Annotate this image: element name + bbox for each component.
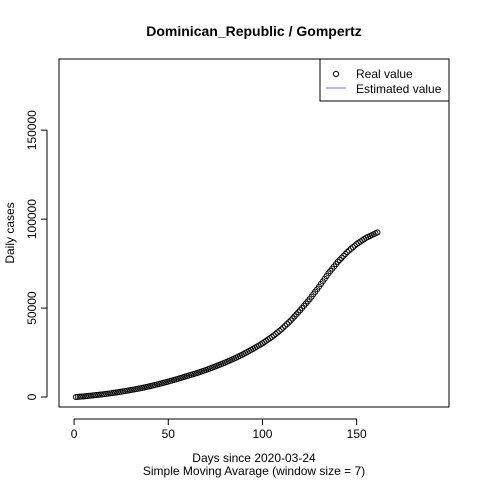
legend-real-value-marker <box>332 70 340 78</box>
plot-frame <box>58 58 450 408</box>
x-tick-label: 150 <box>347 427 367 441</box>
y-axis-label: Daily cases <box>3 202 17 263</box>
y-tick-label: 50000 <box>25 291 39 325</box>
x-tick-label: 50 <box>162 427 176 441</box>
data-point <box>338 254 345 261</box>
data-point <box>276 327 283 334</box>
data-point <box>342 250 349 258</box>
data-point <box>86 392 93 399</box>
data-point <box>72 393 80 401</box>
data-point <box>344 248 351 256</box>
data-point <box>295 309 302 316</box>
y-tick-label: 0 <box>25 393 39 400</box>
y-axis: 0 50000 100000 150000 <box>25 110 48 400</box>
data-point <box>291 313 298 320</box>
data-point <box>334 258 341 265</box>
x-axis: 0 50 100 150 <box>71 418 367 441</box>
data-point <box>80 393 87 400</box>
data-point <box>272 330 279 337</box>
data-point <box>293 311 300 318</box>
data-point <box>274 329 281 336</box>
data-point <box>270 332 277 339</box>
data-point <box>336 256 343 263</box>
data-point <box>349 244 356 251</box>
data-point <box>285 319 292 326</box>
legend-estimated-value-label: Estimated value <box>356 82 442 96</box>
data-points <box>72 229 381 401</box>
data-point <box>84 392 91 400</box>
legend-real-value-label: Real value <box>356 67 413 81</box>
x-axis-label: Days since 2020-03-24 <box>192 451 316 465</box>
legend: Real value Estimated value <box>319 58 450 102</box>
legend-box <box>319 58 450 102</box>
data-point <box>287 317 294 324</box>
x-tick-label: 100 <box>252 427 272 441</box>
data-point <box>78 393 85 400</box>
y-tick-label: 150000 <box>25 110 39 150</box>
data-point <box>351 242 358 249</box>
data-point <box>278 326 285 333</box>
x-axis-sublabel: Simple Moving Avarage (window size = 7) <box>143 464 365 478</box>
data-point <box>346 247 353 254</box>
data-point <box>347 245 355 252</box>
chart-title: Dominican_Republic / Gompertz <box>146 23 361 39</box>
data-point <box>282 322 289 329</box>
data-point <box>280 324 287 331</box>
x-tick-label: 0 <box>71 427 78 441</box>
data-point <box>340 252 347 259</box>
data-point <box>74 393 81 400</box>
data-point <box>76 393 83 400</box>
data-point <box>374 229 381 236</box>
y-tick-label: 100000 <box>25 199 39 239</box>
data-point <box>268 333 275 340</box>
data-point <box>87 392 95 399</box>
data-point <box>283 321 291 328</box>
data-point <box>289 315 296 322</box>
